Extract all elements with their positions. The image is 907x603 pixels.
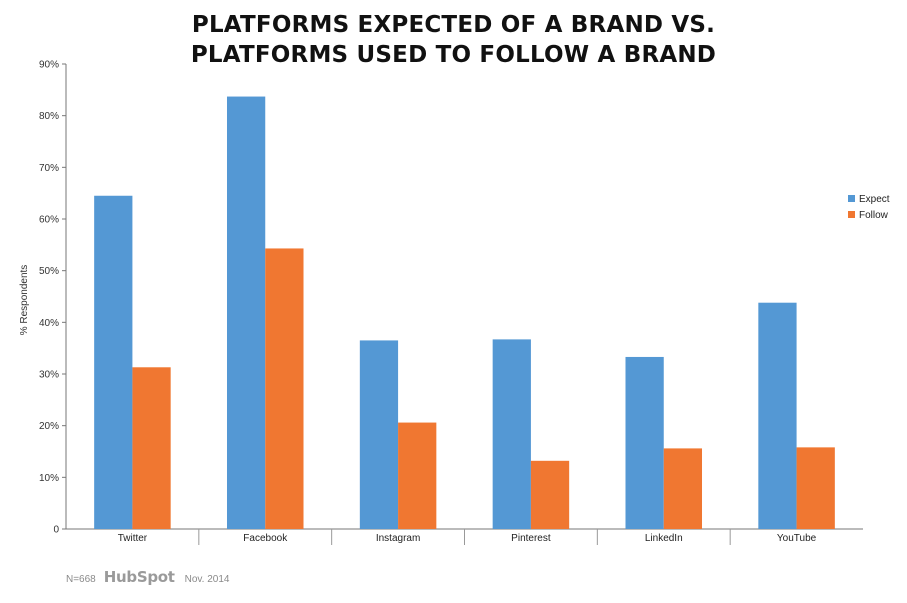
bar-follow-instagram [398, 422, 437, 529]
bar-follow-twitter [132, 367, 171, 529]
y-tick-label: 80% [39, 111, 59, 122]
bar-expect-instagram [359, 340, 399, 529]
y-tick-label: 20% [39, 421, 59, 432]
chart-title-line-1: PLATFORMS EXPECTED OF A BRAND VS. [191, 12, 716, 38]
bar-follow-facebook [265, 248, 304, 529]
y-tick-label: 10% [39, 473, 59, 484]
brand-logo: HubSpot [103, 568, 175, 586]
legend-swatch-follow [848, 211, 855, 218]
y-tick-label: 70% [39, 163, 59, 174]
x-tick-label: Instagram [376, 533, 420, 544]
y-tick-label: 90% [39, 60, 59, 71]
footer: N=668 HubSpot Nov. 2014 [66, 568, 229, 586]
y-tick-label: 60% [39, 215, 59, 226]
bar-expect-facebook [226, 96, 266, 530]
chart-title-line-2: PLATFORMS USED TO FOLLOW A BRAND [190, 42, 717, 68]
bar-follow-youtube [796, 447, 835, 529]
bar-follow-pinterest [530, 460, 570, 529]
footer-date: Nov. 2014 [184, 574, 230, 585]
bars [94, 96, 835, 530]
legend-label-follow: Follow [859, 210, 889, 221]
y-axis-title: % Respondents [19, 265, 30, 336]
x-axis: Twitter Facebook Instagram Pinterest LinkedI… [66, 528, 863, 545]
legend: Expect Follow [848, 194, 890, 221]
x-tick-label: YouTube [777, 533, 817, 544]
y-tick-label: 40% [39, 318, 59, 329]
sample-size: N=668 [66, 574, 96, 585]
x-tick-label: Facebook [243, 533, 288, 544]
bar-follow-linkedin [663, 448, 703, 529]
legend-label-expect: Expect [859, 194, 890, 205]
x-tick-label: Pinterest [511, 533, 551, 544]
bar-expect-youtube [758, 302, 797, 529]
y-tick-label: 50% [39, 266, 59, 277]
x-tick-label: LinkedIn [645, 533, 683, 544]
bar-expect-linkedin [625, 356, 664, 529]
bar-expect-pinterest [492, 339, 531, 529]
y-axis: 0 10% 20% 30% 40% 50% 60% 70% 80% 90% [39, 60, 67, 536]
bar-expect-twitter [94, 195, 133, 529]
y-tick-label: 30% [39, 370, 59, 381]
legend-swatch-expect [848, 195, 855, 202]
x-tick-label: Twitter [118, 533, 148, 544]
y-tick-label: 0 [53, 525, 59, 536]
